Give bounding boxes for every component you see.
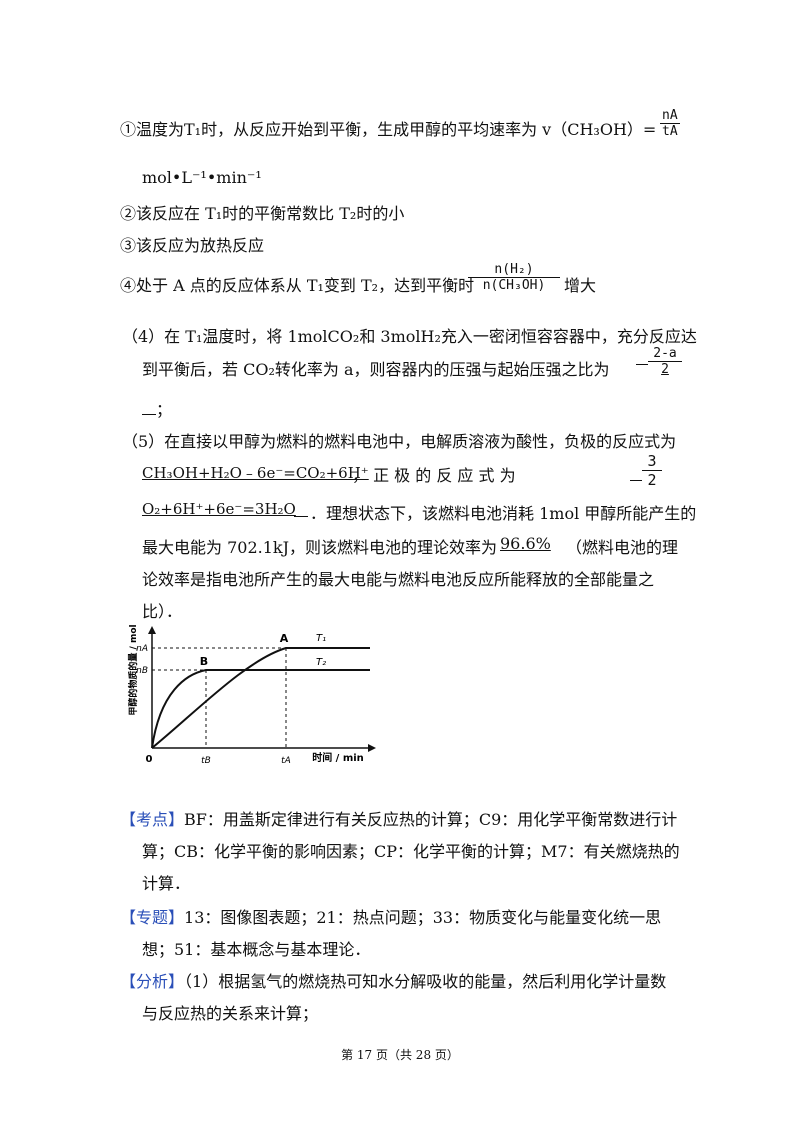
series-T2-line bbox=[151, 669, 370, 749]
fraction-bar bbox=[468, 277, 560, 278]
q5-anode-equation: CH₃OH+H₂O﹣6e⁻=CO₂+6H⁺ bbox=[142, 464, 369, 482]
answer-blank-line bbox=[294, 500, 308, 517]
q5-line-4b: （燃料电池的理 bbox=[566, 538, 679, 557]
kaodian-line-3: 计算． bbox=[142, 874, 191, 893]
answer-blank-line bbox=[142, 402, 156, 415]
fraction-numerator: 3 bbox=[647, 452, 657, 470]
fenxi-line-2: 与反应热的关系来计算； bbox=[142, 1004, 319, 1023]
x-axis-label: 时间 / min bbox=[312, 751, 364, 764]
methanol-amount-chart: 甲醇的物质的量 / mol nA nB 0 tB tA 时间 / min A B… bbox=[127, 624, 376, 766]
fraction-numerator: 2-a bbox=[653, 346, 677, 361]
page-number: 第 17 页（共 28 页） bbox=[341, 1048, 459, 1062]
q5-line-5: 论效率是指电池所产生的最大电能与燃料电池反应所能释放的全部能量之 bbox=[142, 570, 655, 589]
kaodian-line-1: 【考点】BF：用盖斯定律进行有关反应热的计算；C9：用化学平衡常数进行计 bbox=[120, 806, 677, 830]
zhuanti-line-2: 想；51：基本概念与基本理论． bbox=[142, 940, 371, 959]
q5-line-4a: 最大电能为 702.1kJ，则该燃料电池的理论效率为 bbox=[142, 538, 498, 557]
q5-efficiency-answer: 96.6% bbox=[500, 534, 551, 553]
fraction-denominator: tA bbox=[662, 124, 678, 139]
q5-cathode-equation: O₂+6H⁺+6e⁻=3H₂O bbox=[142, 500, 296, 518]
fenxi-tag: 【分析】 bbox=[120, 972, 185, 991]
q5-line-6: 比）． bbox=[142, 602, 183, 621]
y-axis-label: 甲醇的物质的量 / mol bbox=[127, 624, 139, 715]
point-A-label: A bbox=[280, 632, 289, 645]
fraction-bar bbox=[660, 123, 680, 124]
x-axis-arrow bbox=[368, 744, 376, 752]
item-4-fraction: n(H₂) n(CH₃OH) bbox=[468, 262, 560, 293]
item-4-text: ④处于 A 点的反应体系从 T₁变到 T₂，达到平衡时 bbox=[120, 276, 475, 295]
x-tick-tA: tA bbox=[281, 756, 291, 766]
fraction-bar bbox=[642, 470, 662, 471]
x-tick-tB: tB bbox=[201, 756, 211, 766]
q5-line-3: ．理想状态下，该燃料电池消耗 1mol 甲醇所能产生的 bbox=[310, 504, 697, 523]
fraction-denominator: 2 bbox=[661, 362, 669, 377]
answer-blank-line bbox=[636, 364, 648, 365]
fenxi-line-1: 【分析】（1）根据氢气的燃烧热可知水分解吸收的能量，然后利用化学计量数 bbox=[120, 968, 666, 992]
fraction-numerator: nA bbox=[662, 108, 678, 123]
zhuanti-text-1: 13：图像图表题；21：热点问题；33：物质变化与能量变化统一思 bbox=[184, 908, 662, 927]
fraction-denominator: 2 bbox=[647, 471, 657, 489]
zhuanti-line-1: 【专题】13：图像图表题；21：热点问题；33：物质变化与能量变化统一思 bbox=[120, 904, 661, 928]
zhuanti-tag: 【专题】 bbox=[120, 908, 185, 927]
q5-line-1: （5）在直接以甲醇为燃料的燃料电池中，电解质溶液为酸性，负极的反应式为 bbox=[122, 432, 677, 451]
answer-blank-line bbox=[630, 470, 642, 481]
fenxi-text-1: （1）根据氢气的燃烧热可知水分解吸收的能量，然后利用化学计量数 bbox=[184, 972, 667, 991]
fraction-numerator: n(H₂) bbox=[494, 262, 534, 277]
q4-line-1: （4）在 T₁温度时，将 1molCO₂和 3molH₂充入一密闭恒容容器中，充… bbox=[122, 327, 697, 346]
item-4-suffix: 增大 bbox=[564, 276, 597, 295]
kaodian-text-1: BF：用盖斯定律进行有关反应热的计算；C9：用化学平衡常数进行计 bbox=[184, 810, 678, 829]
q4-line-3: ； bbox=[156, 400, 173, 419]
item-1-text: ①温度为T₁时，从反应开始到平衡，生成甲醇的平均速率为 v（CH₃OH）= bbox=[120, 120, 657, 139]
y-tick-nA: nA bbox=[136, 644, 148, 654]
series-T2-label: T₂ bbox=[316, 657, 326, 668]
q4-answer-fraction: 2-a 2 bbox=[648, 346, 682, 377]
fraction-bar bbox=[648, 361, 682, 362]
q5-line-2: ， 正 极 的 反 应 式 为 bbox=[352, 466, 516, 485]
series-T1-label: T₁ bbox=[316, 633, 326, 644]
q5-answer-fraction: 3 2 bbox=[642, 452, 662, 489]
item-1-fraction: nA tA bbox=[660, 108, 680, 139]
series-T1-line bbox=[151, 647, 370, 749]
item-1-unit: mol•L⁻¹•min⁻¹ bbox=[142, 168, 262, 187]
kaodian-tag: 【考点】 bbox=[120, 810, 185, 829]
q4-line-2: 到平衡后，若 CO₂转化率为 a，则容器内的压强与起始压强之比为 bbox=[142, 360, 610, 379]
kaodian-line-2: 算；CB：化学平衡的影响因素；CP：化学平衡的计算；M7：有关燃烧热的 bbox=[142, 842, 680, 861]
item-2-text: ②该反应在 T₁时的平衡常数比 T₂时的小 bbox=[120, 204, 405, 223]
origin-label: 0 bbox=[146, 754, 153, 765]
point-B-label: B bbox=[200, 655, 208, 668]
y-tick-nB: nB bbox=[136, 666, 148, 676]
y-axis-arrow bbox=[148, 626, 156, 634]
fraction-denominator: n(CH₃OH) bbox=[482, 278, 546, 293]
item-3-text: ③该反应为放热反应 bbox=[120, 236, 265, 255]
